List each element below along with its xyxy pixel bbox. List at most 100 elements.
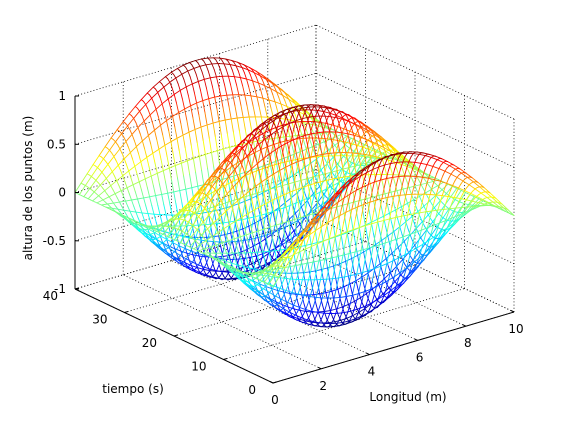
surface-mesh-line [134,206,136,212]
surface-mesh-line [119,186,121,191]
surface-mesh-line [353,230,355,243]
surface-mesh-line [301,218,303,232]
surface-mesh-line [152,98,154,103]
surface-mesh-line [161,125,163,135]
surface-mesh-line [397,237,403,239]
surface-mesh-line [203,215,209,222]
surface-mesh-line [390,177,392,186]
surface-mesh-line [147,87,153,93]
surface-mesh-line [326,133,328,136]
surface-mesh-line [175,166,177,178]
surface-mesh-line [162,194,164,204]
surface-mesh-line [231,241,237,242]
surface-mesh-line [180,70,182,74]
surface-mesh-line [93,196,99,201]
surface-mesh-line [154,214,156,222]
surface-mesh-line [333,124,335,132]
surface-mesh-line [230,211,232,222]
surface-mesh-line [347,233,349,246]
surface-mesh-line [393,218,395,230]
surface-mesh-line [352,124,354,127]
surface-mesh-line [139,154,141,162]
surface-mesh-line [382,188,384,199]
surface-mesh-line [145,149,147,158]
surface-mesh-line [186,84,192,87]
surface-mesh-line [436,195,442,196]
surface-mesh-line [397,191,399,199]
surface-mesh-line [403,226,405,237]
surface-mesh-line [190,174,192,187]
surface-mesh-line [156,194,162,195]
surface-mesh-line [183,132,189,135]
surface-mesh-line [411,154,413,157]
surface-mesh-line [156,109,158,116]
surface-mesh-line [351,217,353,230]
surface-mesh-line [198,63,200,67]
surface-mesh-line [209,97,215,99]
surface-mesh-line [163,135,165,145]
surface-mesh-line [351,274,357,275]
surface-mesh-line [187,120,189,132]
surface-mesh-line [127,165,129,171]
surface-mesh-line [468,207,474,208]
surface-mesh-line [180,87,186,91]
surface-mesh-line [375,208,377,219]
surface-mesh-line [210,78,212,87]
surface-mesh-line [170,78,176,82]
surface-mesh-line [430,195,436,196]
surface-mesh-line [431,166,433,171]
surface-mesh-line [126,134,132,141]
surface-mesh-line [173,113,179,117]
surface-mesh-line [163,168,169,171]
surface-mesh-line [382,236,388,240]
surface-mesh-line [171,69,177,73]
surface-mesh-line [334,264,340,266]
surface-mesh-line [417,249,419,252]
surface-mesh-line [346,259,352,262]
surface-mesh-line [153,153,155,163]
surface-mesh-line [169,131,171,142]
surface-mesh-line [334,301,336,309]
surface-mesh-line [368,289,370,298]
surface-mesh-line [182,71,188,74]
surface-mesh-line [182,99,184,109]
surface-mesh-line [358,284,360,294]
surface-mesh-line [136,122,138,127]
surface-mesh-line [283,141,285,152]
surface-mesh-line [259,150,261,160]
surface-mesh-line [448,197,454,198]
surface-mesh-line [189,251,191,256]
surface-mesh-line [135,100,141,107]
surface-mesh-line [174,192,176,204]
surface-mesh-line [403,170,405,176]
surface-mesh-line [200,245,202,247]
surface-mesh-line [133,185,135,192]
surface-mesh-line [373,195,379,197]
surface-mesh-line [333,223,335,237]
surface-mesh-line [246,218,248,230]
surface-mesh-line [199,115,201,128]
surface-mesh-line [254,141,260,142]
surface-mesh-line [168,79,170,83]
surface-mesh-line [375,222,377,234]
surface-mesh-line [205,225,207,229]
surface-mesh-line [221,135,223,149]
surface-mesh-line [234,77,236,85]
surface-mesh-line [127,188,129,194]
surface-mesh-line [102,172,104,175]
surface-mesh-line [243,245,245,253]
surface-mesh-line [237,246,239,253]
surface-mesh-line [226,272,228,276]
surface-mesh-line [141,157,147,161]
surface-mesh-line [293,140,295,150]
surface-mesh-line [413,154,419,155]
surface-mesh-line [263,98,269,100]
surface-mesh-line [144,115,150,121]
surface-mesh-line [348,301,354,304]
surface-mesh-line [271,145,273,156]
surface-mesh-line [202,58,208,59]
surface-mesh-line [438,209,444,210]
surface-mesh-line [212,64,214,70]
surface-mesh-line [332,289,338,291]
surface-mesh-line [304,142,306,149]
